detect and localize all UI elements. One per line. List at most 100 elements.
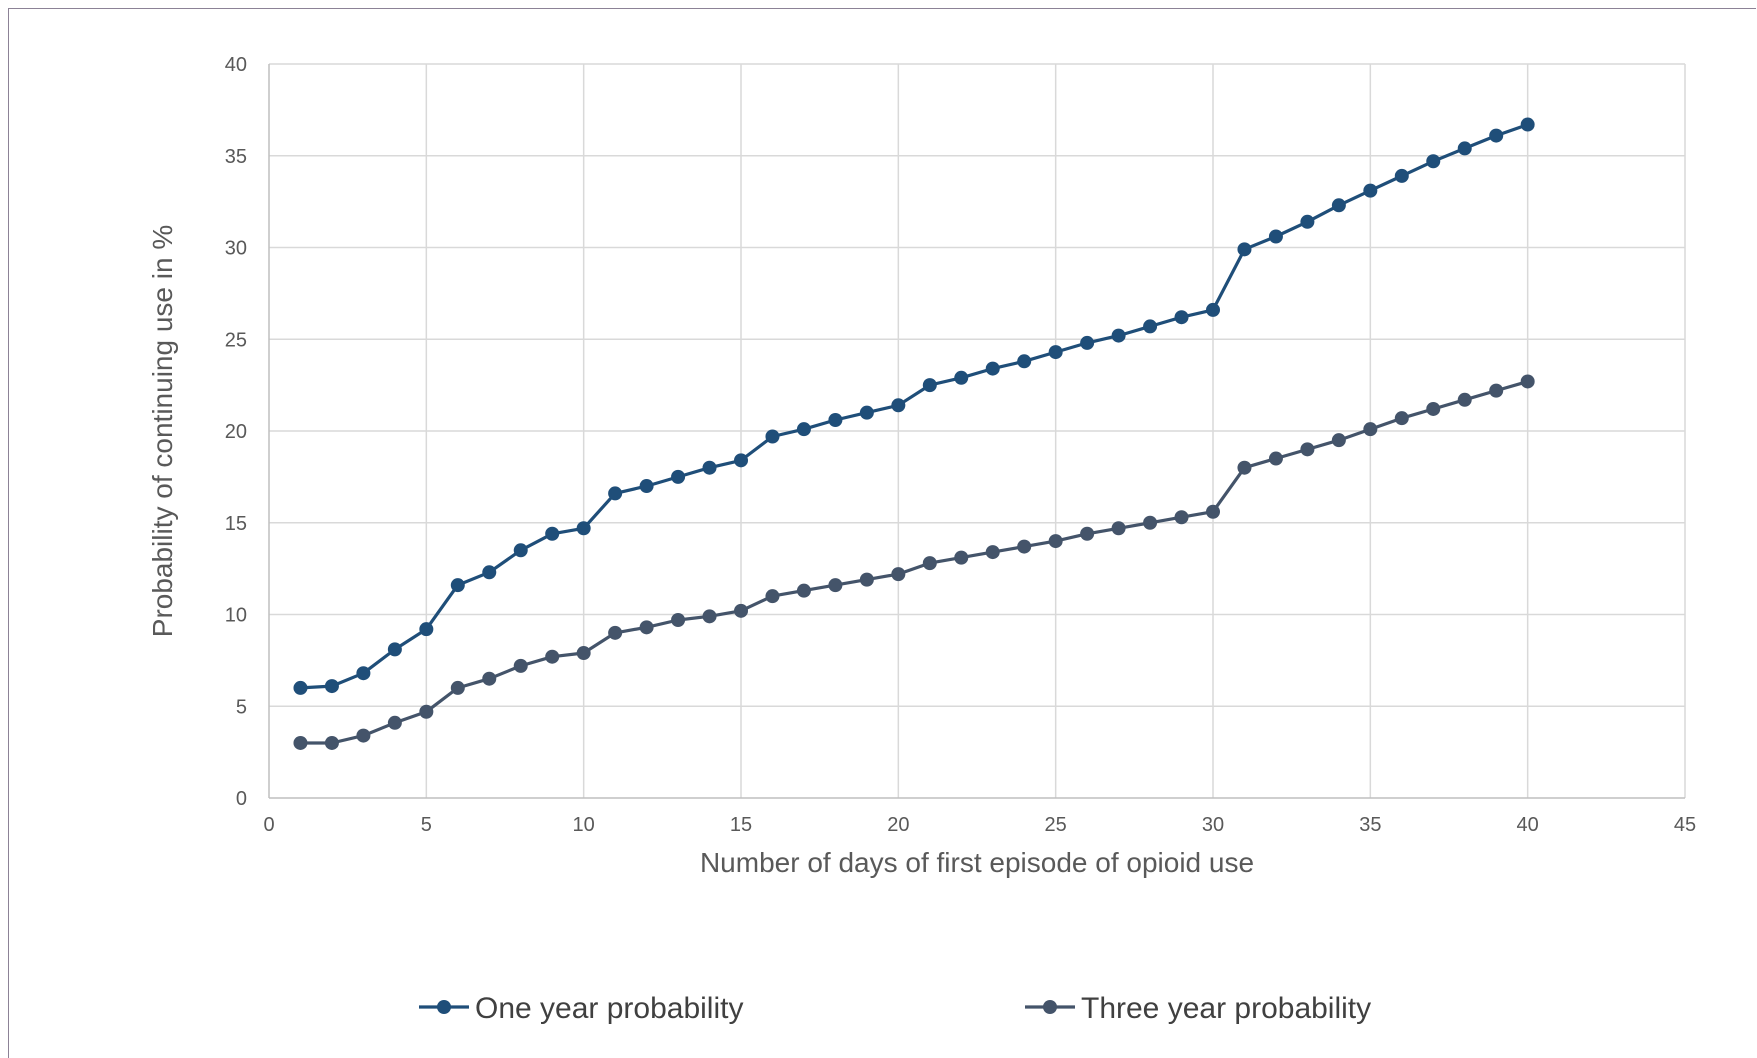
y-tick-label: 35 bbox=[225, 146, 247, 168]
data-point bbox=[387, 642, 402, 657]
legend-item: Three year probability bbox=[1025, 992, 1371, 1025]
y-tick-label: 30 bbox=[225, 238, 247, 260]
x-tick-label: 20 bbox=[887, 814, 909, 836]
data-point bbox=[1268, 451, 1283, 466]
data-point bbox=[671, 613, 686, 628]
data-point bbox=[1174, 510, 1189, 525]
x-tick-label: 15 bbox=[730, 814, 752, 836]
data-point bbox=[513, 658, 528, 673]
legend: One year probability Three year probabili… bbox=[419, 992, 1371, 1025]
series-line bbox=[300, 379, 1529, 745]
data-point bbox=[1457, 392, 1472, 407]
data-point bbox=[1363, 183, 1378, 198]
series bbox=[293, 117, 1535, 750]
data-point bbox=[324, 735, 339, 750]
legend-marker-swatch bbox=[437, 1000, 451, 1014]
data-point bbox=[1080, 335, 1095, 350]
data-point bbox=[828, 578, 843, 593]
data-point bbox=[859, 572, 874, 587]
data-point bbox=[545, 526, 560, 541]
y-axis-title: Probability of continuing use in % bbox=[147, 225, 178, 637]
data-point bbox=[1111, 328, 1126, 343]
y-tick-label: 25 bbox=[225, 329, 247, 351]
data-point bbox=[828, 412, 843, 427]
data-point bbox=[702, 460, 717, 475]
data-point bbox=[1394, 168, 1409, 183]
x-tick-label: 40 bbox=[1517, 814, 1539, 836]
legend-label: One year probability bbox=[475, 992, 743, 1025]
data-point bbox=[1520, 117, 1535, 132]
data-point bbox=[922, 556, 937, 571]
data-point bbox=[1394, 411, 1409, 426]
data-point bbox=[450, 578, 465, 593]
legend-item: One year probability bbox=[419, 992, 743, 1025]
data-point bbox=[891, 567, 906, 582]
data-point bbox=[293, 680, 308, 695]
y-tick-label: 40 bbox=[225, 54, 247, 76]
data-point bbox=[356, 666, 371, 681]
data-point bbox=[1457, 141, 1472, 156]
data-point bbox=[734, 603, 748, 618]
data-point bbox=[1174, 310, 1189, 325]
data-point bbox=[482, 565, 497, 580]
data-point bbox=[1331, 433, 1346, 448]
data-point bbox=[387, 715, 402, 730]
data-point bbox=[576, 521, 591, 536]
data-point bbox=[765, 589, 780, 604]
x-tick-label: 35 bbox=[1359, 814, 1381, 836]
data-point bbox=[1426, 401, 1441, 416]
data-point bbox=[1300, 214, 1315, 229]
data-point bbox=[954, 550, 969, 565]
axes bbox=[268, 64, 1685, 799]
data-point bbox=[513, 543, 528, 558]
data-point bbox=[482, 671, 497, 686]
x-tick-label: 10 bbox=[573, 814, 595, 836]
series-group bbox=[293, 117, 1535, 695]
data-point bbox=[985, 545, 1000, 560]
data-point bbox=[608, 486, 623, 501]
y-tick-label: 20 bbox=[225, 421, 247, 443]
tick-labels: 0 5 10 15 20 25 30 35 40 0 5 10 15 20 25 30 35 40 45 bbox=[225, 54, 1696, 836]
x-tick-label: 45 bbox=[1674, 814, 1696, 836]
series-line bbox=[300, 123, 1529, 690]
data-point bbox=[356, 728, 371, 743]
chart-frame: 0 5 10 15 20 25 30 35 40 0 5 10 15 20 25 30 35 40 45 Numbe… bbox=[8, 8, 1756, 1058]
legend-label: Three year probability bbox=[1081, 992, 1371, 1025]
data-point bbox=[1237, 242, 1252, 257]
y-tick-label: 5 bbox=[236, 696, 247, 718]
data-point bbox=[1048, 345, 1063, 360]
x-tick-label: 25 bbox=[1045, 814, 1067, 836]
y-tick-label: 0 bbox=[236, 788, 247, 810]
x-tick-label: 5 bbox=[421, 814, 432, 836]
legend-marker-swatch bbox=[1043, 1000, 1057, 1014]
gridlines bbox=[269, 63, 1686, 798]
data-point bbox=[419, 704, 434, 719]
data-point bbox=[671, 469, 686, 484]
y-tick-label: 15 bbox=[225, 513, 247, 535]
data-point bbox=[324, 679, 339, 694]
data-point bbox=[1017, 354, 1032, 369]
x-axis-title: Number of days of first episode of opioi… bbox=[700, 847, 1254, 878]
data-point bbox=[1111, 521, 1126, 536]
data-point bbox=[796, 422, 811, 437]
data-point bbox=[608, 625, 623, 640]
data-point bbox=[1237, 460, 1252, 475]
data-point bbox=[450, 680, 465, 695]
data-point bbox=[1489, 128, 1504, 143]
data-point bbox=[1331, 198, 1346, 213]
data-point bbox=[765, 429, 780, 444]
data-point bbox=[639, 479, 654, 494]
data-point bbox=[922, 378, 937, 393]
line-chart: 0 5 10 15 20 25 30 35 40 0 5 10 15 20 25 30 35 40 45 Numbe… bbox=[147, 54, 1696, 1025]
data-point bbox=[1143, 515, 1158, 530]
data-point bbox=[1206, 302, 1220, 317]
data-point bbox=[796, 583, 811, 598]
data-point bbox=[1143, 319, 1158, 334]
data-point bbox=[954, 370, 969, 385]
data-point bbox=[702, 609, 717, 624]
data-point bbox=[1080, 526, 1095, 541]
data-point bbox=[1048, 534, 1063, 549]
data-point bbox=[419, 622, 434, 637]
y-tick-label: 10 bbox=[225, 605, 247, 627]
data-point bbox=[1426, 154, 1441, 169]
